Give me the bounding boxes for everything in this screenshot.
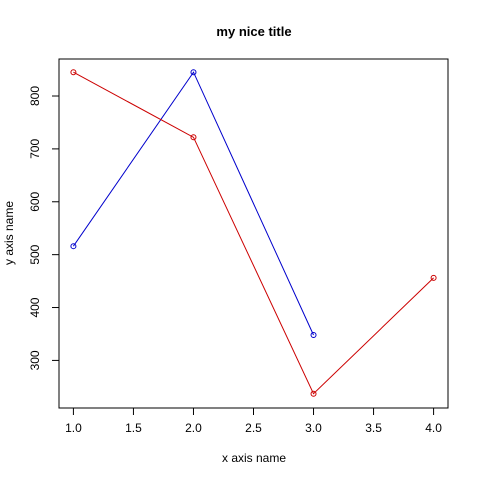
- series-line: [72, 71, 314, 336]
- x-tick-label: 3.0: [305, 421, 322, 435]
- y-tick-label: 800: [28, 86, 42, 106]
- y-tick-label: 300: [28, 350, 42, 370]
- chart-title: my nice title: [216, 24, 291, 39]
- y-axis: 300 400 500 600 700 800: [28, 86, 60, 370]
- series-1: [70, 69, 317, 339]
- x-tick-label: 3.5: [365, 421, 382, 435]
- y-tick-label: 700: [28, 139, 42, 159]
- y-tick-label: 400: [28, 297, 42, 317]
- x-axis-label: x axis name: [222, 451, 286, 465]
- data-point: [70, 69, 77, 76]
- data-point: [190, 69, 197, 76]
- data-point: [190, 134, 197, 141]
- data-point: [70, 243, 77, 250]
- y-tick-label: 500: [28, 244, 42, 264]
- data-point: [310, 390, 317, 397]
- series-line: [73, 71, 434, 395]
- data-point: [310, 332, 317, 339]
- series-layer: [70, 69, 437, 397]
- x-tick-label: 1.0: [65, 421, 82, 435]
- x-tick-label: 4.0: [425, 421, 442, 435]
- data-point: [430, 274, 437, 281]
- series-2: [70, 69, 437, 397]
- y-axis-label: y axis name: [2, 201, 16, 265]
- x-tick-label: 2.5: [245, 421, 262, 435]
- x-tick-label: 1.5: [125, 421, 142, 435]
- x-axis: 1.0 1.5 2.0 2.5 3.0 3.5 4.0: [65, 407, 442, 435]
- x-tick-label: 2.0: [185, 421, 202, 435]
- y-tick-label: 600: [28, 191, 42, 211]
